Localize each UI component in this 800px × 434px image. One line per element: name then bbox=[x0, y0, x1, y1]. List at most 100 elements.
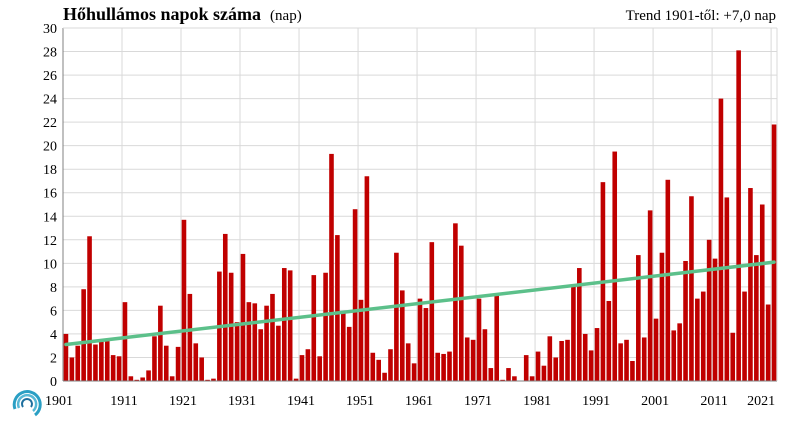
bar-1981 bbox=[535, 351, 541, 381]
y-tick-label: 6 bbox=[50, 304, 57, 319]
bar-1947 bbox=[335, 235, 340, 381]
bar-1918 bbox=[163, 345, 169, 381]
bar-1936 bbox=[270, 293, 275, 381]
bar-2005 bbox=[677, 323, 682, 381]
y-tick-label: 26 bbox=[43, 69, 57, 84]
x-tick-label: 1951 bbox=[346, 394, 374, 409]
bar-2007 bbox=[689, 196, 694, 381]
bar-1954 bbox=[376, 359, 381, 381]
x-tick-label: 1911 bbox=[110, 394, 137, 409]
bar-2003 bbox=[665, 179, 671, 381]
bar-2015 bbox=[736, 50, 741, 382]
y-tick-label: 28 bbox=[43, 46, 57, 61]
bar-1998 bbox=[636, 255, 641, 381]
bar-1986 bbox=[565, 339, 570, 381]
bar-1972 bbox=[482, 329, 488, 381]
bar-1906 bbox=[93, 344, 98, 381]
bar-1964 bbox=[435, 352, 440, 381]
bar-1968 bbox=[459, 245, 464, 381]
bar-1948 bbox=[340, 312, 346, 381]
bar-1989 bbox=[582, 333, 588, 381]
bar-1935 bbox=[264, 305, 269, 381]
bar-2010 bbox=[706, 239, 712, 381]
bar-1959 bbox=[405, 343, 411, 381]
bar-1901 bbox=[63, 333, 69, 381]
bar-2008 bbox=[695, 298, 700, 381]
bar-1903 bbox=[75, 345, 81, 381]
bar-1940 bbox=[293, 378, 299, 381]
bar-2013 bbox=[724, 197, 730, 381]
bar-1923 bbox=[193, 343, 199, 381]
bar-1993 bbox=[606, 300, 612, 381]
bar-1946 bbox=[329, 153, 334, 381]
bar-1950 bbox=[352, 209, 358, 381]
bar-1949 bbox=[346, 326, 352, 381]
x-tick-label: 1921 bbox=[169, 394, 197, 409]
x-tick-label: 1981 bbox=[523, 394, 551, 409]
bar-1924 bbox=[199, 357, 204, 381]
bar-1957 bbox=[394, 252, 399, 381]
y-tick-label: 10 bbox=[43, 257, 57, 272]
bar-1925 bbox=[205, 379, 210, 381]
chart-title: Hőhullámos napok száma (nap) bbox=[63, 4, 302, 24]
x-tick-label: 1961 bbox=[405, 394, 433, 409]
bar-2001 bbox=[653, 318, 659, 381]
y-tick-label: 14 bbox=[43, 210, 57, 225]
bar-1982 bbox=[541, 365, 547, 381]
x-tick-label: 2021 bbox=[747, 394, 775, 409]
bar-2011 bbox=[712, 258, 718, 381]
bar-1965 bbox=[441, 353, 446, 381]
bar-1907 bbox=[99, 340, 104, 381]
bar-1960 bbox=[411, 363, 417, 381]
bar-1952 bbox=[364, 176, 370, 381]
bar-1976 bbox=[506, 368, 511, 381]
bar-1912 bbox=[128, 376, 134, 381]
bar-1926 bbox=[211, 378, 216, 381]
bar-1920 bbox=[175, 346, 181, 381]
y-tick-label: 24 bbox=[43, 93, 57, 108]
bar-1945 bbox=[323, 272, 328, 381]
bar-1980 bbox=[529, 376, 535, 381]
bar-2014 bbox=[730, 332, 736, 381]
bar-1914 bbox=[140, 377, 145, 381]
bar-1909 bbox=[110, 355, 116, 381]
bar-1913 bbox=[134, 379, 140, 381]
bar-1951 bbox=[358, 299, 364, 381]
bar-1990 bbox=[588, 350, 594, 381]
bar-1938 bbox=[281, 268, 287, 381]
bar-1902 bbox=[69, 357, 75, 381]
bar-1955 bbox=[382, 372, 387, 381]
y-tick-label: 2 bbox=[50, 351, 57, 366]
bar-1988 bbox=[577, 268, 582, 381]
trend-line-group bbox=[64, 260, 776, 347]
bar-1917 bbox=[158, 305, 163, 381]
bar-2018 bbox=[754, 255, 759, 381]
bar-1931 bbox=[240, 253, 246, 381]
bar-2009 bbox=[700, 291, 706, 381]
y-tick-label: 12 bbox=[43, 234, 57, 249]
bar-1995 bbox=[618, 343, 623, 381]
bar-2019 bbox=[759, 204, 765, 381]
bar-1905 bbox=[87, 236, 92, 381]
x-tick-label: 1931 bbox=[228, 394, 256, 409]
bar-2006 bbox=[683, 260, 688, 381]
y-tick-label: 8 bbox=[50, 281, 57, 296]
x-tick-label: 2011 bbox=[700, 394, 727, 409]
bar-1961 bbox=[417, 298, 423, 381]
bar-series bbox=[63, 50, 777, 382]
logo-icon bbox=[12, 390, 42, 417]
bar-1944 bbox=[317, 356, 322, 381]
bar-2017 bbox=[748, 188, 753, 381]
bar-1966 bbox=[447, 351, 452, 381]
bar-1985 bbox=[559, 340, 564, 381]
y-tick-label: 16 bbox=[43, 187, 57, 202]
bar-1937 bbox=[276, 325, 281, 381]
bar-1930 bbox=[234, 322, 240, 381]
bar-1958 bbox=[400, 290, 405, 381]
bar-1911 bbox=[122, 302, 128, 381]
bar-1974 bbox=[494, 295, 500, 381]
y-tick-label: 0 bbox=[50, 375, 57, 390]
bar-1977 bbox=[512, 376, 517, 381]
